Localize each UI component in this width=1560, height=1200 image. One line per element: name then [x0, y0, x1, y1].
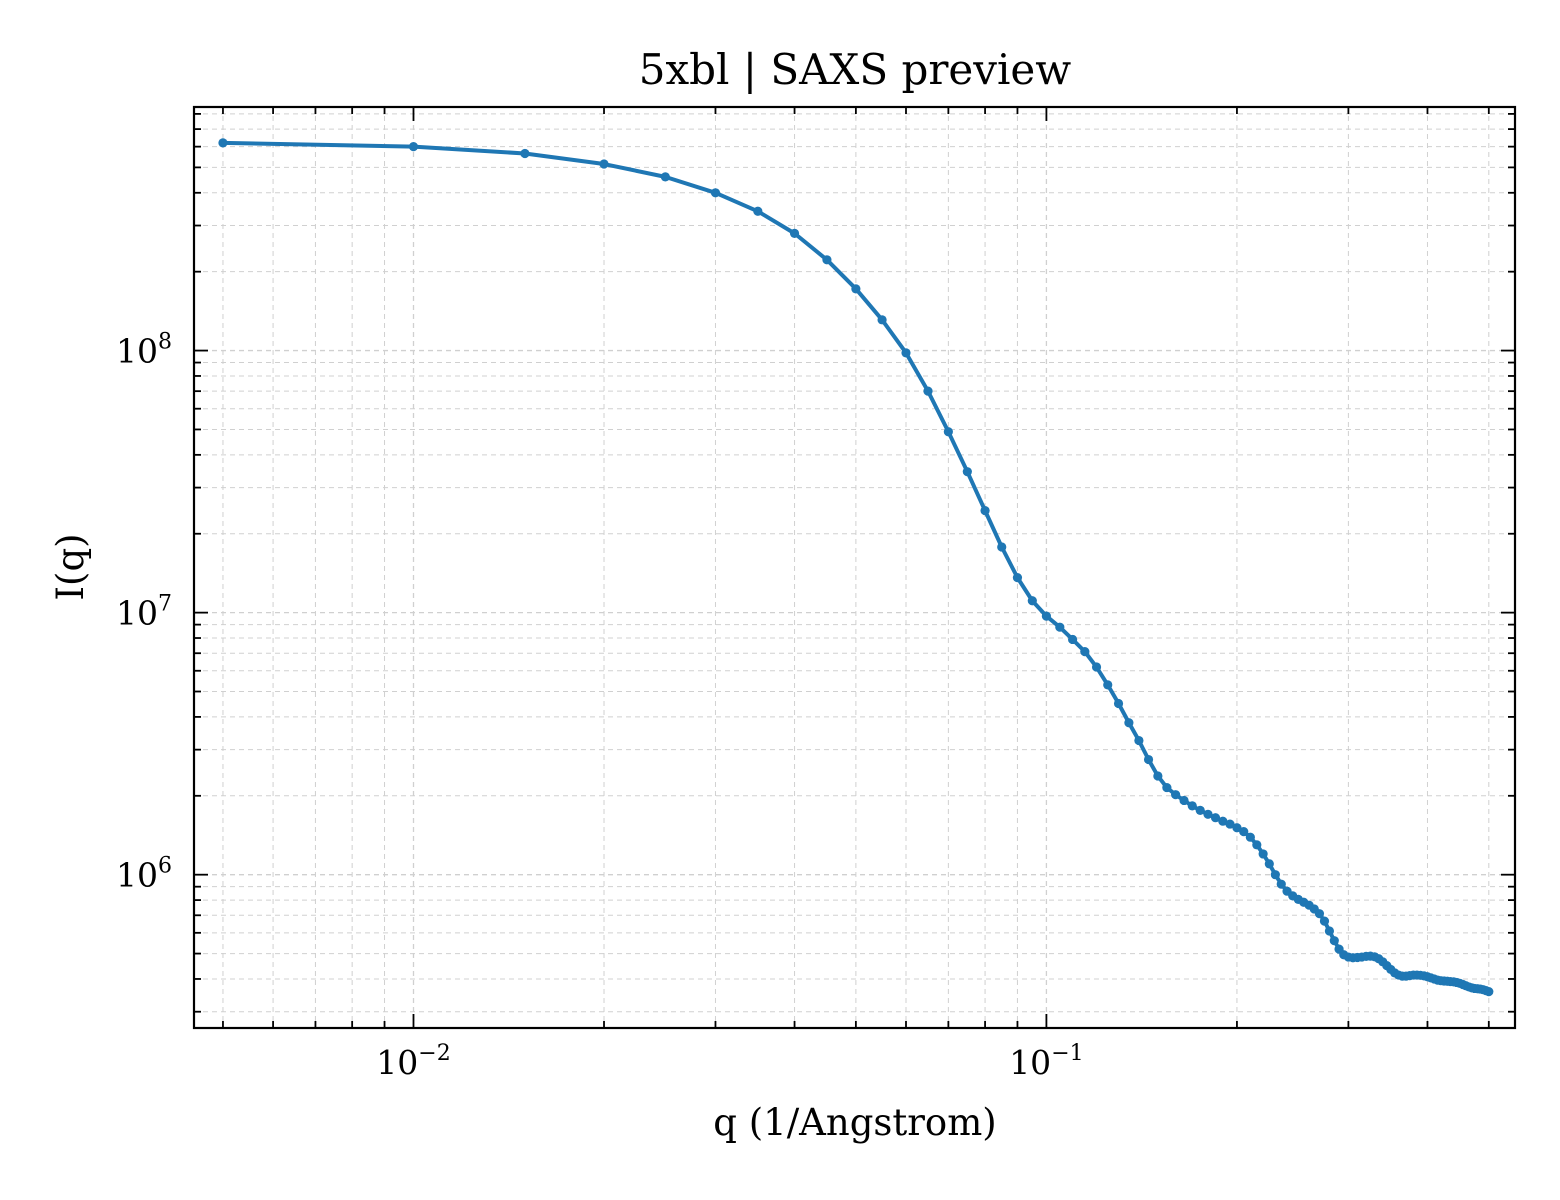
y-tick-label: 108	[116, 330, 172, 371]
data-point	[1484, 986, 1494, 997]
x-tick-label: 10−2	[376, 1041, 450, 1082]
x-tick-label: 10−1	[1009, 1041, 1083, 1082]
data-point	[1264, 859, 1274, 869]
data-point	[789, 228, 800, 238]
series-layer	[218, 138, 1494, 997]
data-point	[1258, 849, 1268, 859]
data-point	[1153, 771, 1163, 781]
plot-frame	[192, 105, 1517, 1030]
data-point	[1041, 611, 1052, 621]
data-point	[1134, 735, 1144, 746]
data-point	[1319, 916, 1330, 926]
data-point	[1225, 819, 1235, 829]
data-point	[1068, 634, 1078, 645]
data-point	[1210, 813, 1221, 823]
data-point	[923, 386, 933, 396]
data-point	[1329, 936, 1339, 946]
data-point	[1239, 827, 1249, 837]
data-point	[520, 148, 530, 159]
chart-title: 5xbl | SAXS preview	[639, 45, 1072, 94]
data-point	[877, 315, 887, 325]
data-point	[408, 142, 419, 152]
data-point	[1113, 698, 1124, 709]
data-point	[1324, 926, 1335, 936]
data-point	[1171, 790, 1181, 800]
data-point	[943, 427, 953, 437]
data-point	[901, 348, 911, 358]
data-point	[980, 506, 990, 516]
y-axis-label: I(q)	[49, 533, 92, 600]
data-point	[1218, 816, 1228, 826]
y-tick-label: 107	[116, 592, 172, 633]
y-tick-label: 106	[116, 854, 172, 895]
tick-labels: 10−2 10−1 106 107 108	[116, 330, 1084, 1082]
data-point	[1187, 801, 1197, 811]
data-point	[1276, 879, 1286, 889]
data-point	[710, 188, 721, 198]
axis-ticks	[194, 107, 1515, 1028]
data-point	[1103, 680, 1113, 690]
grid	[194, 107, 1515, 1028]
data-point	[1055, 622, 1065, 632]
data-point	[1143, 754, 1154, 765]
data-point	[1232, 823, 1242, 833]
data-point	[218, 138, 228, 148]
data-point	[1091, 662, 1102, 672]
data-point	[1162, 782, 1172, 793]
data-point	[660, 172, 670, 182]
data-point	[997, 542, 1007, 552]
data-point	[962, 467, 972, 477]
data-point	[1203, 809, 1213, 819]
data-point	[1027, 596, 1037, 606]
data-point	[753, 206, 763, 216]
data-point	[1195, 805, 1205, 815]
data-point	[822, 255, 832, 265]
data-point	[1179, 795, 1189, 806]
data-point	[1314, 909, 1325, 919]
data-point	[1270, 870, 1280, 880]
data-point	[1080, 647, 1090, 657]
data-point	[599, 159, 609, 169]
data-point	[1124, 718, 1134, 728]
data-point	[851, 284, 861, 294]
data-point	[1252, 840, 1262, 850]
data-point	[1012, 573, 1023, 583]
x-axis-label: q (1/Angstrom)	[713, 1101, 996, 1144]
data-point	[1245, 832, 1255, 842]
